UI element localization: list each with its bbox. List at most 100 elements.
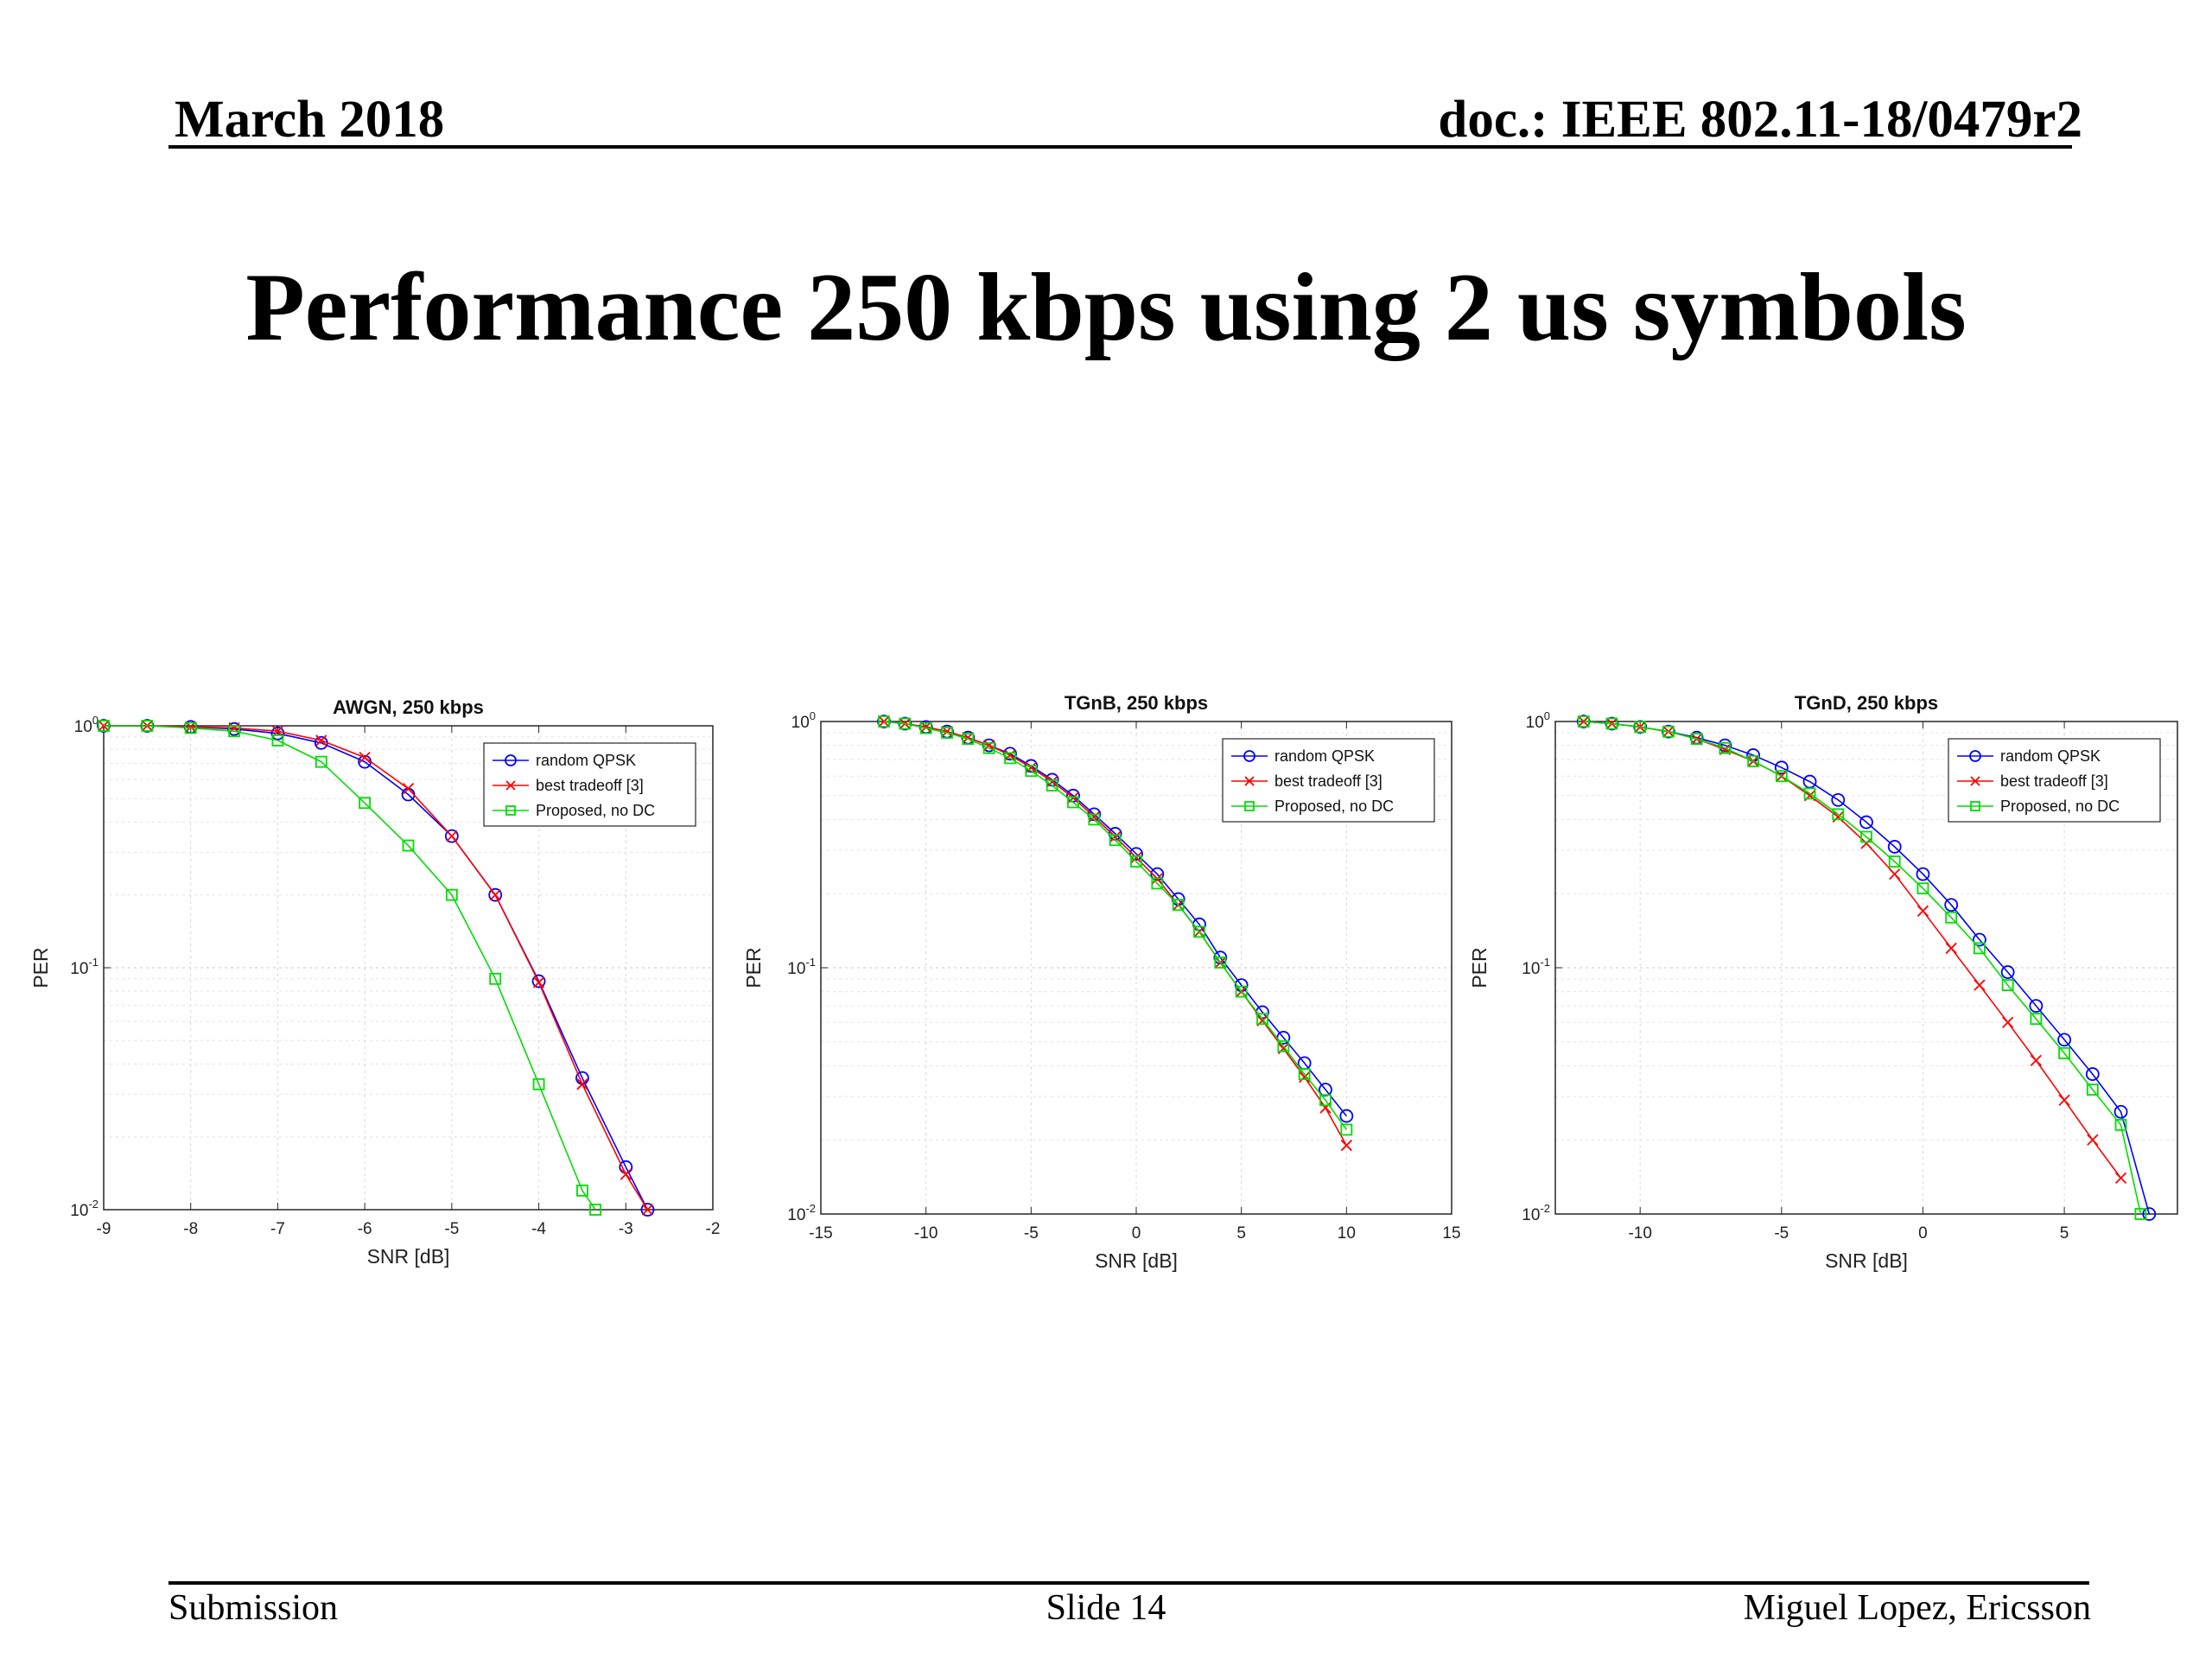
data-point-circle [2057,1033,2071,1047]
data-point-square [576,1184,588,1197]
data-point-square [2114,1119,2127,1131]
data-point-square [1974,942,1986,955]
x-tick-label: -9 [97,1220,111,1238]
legend-label: random QPSK [2000,747,2101,765]
x-tick-label: 5 [2060,1224,2069,1243]
data-point-circle [2000,965,2015,979]
series-line [104,725,596,1211]
data-point-x [641,1204,654,1216]
data-point-circle [640,1203,655,1217]
data-point-circle [2029,999,2044,1014]
legend-marker [1970,801,1980,811]
x-tick-label: -8 [183,1220,198,1238]
data-point-square [1298,1068,1311,1080]
header-date: March 2018 [175,91,445,149]
legend-marker [1244,801,1255,811]
data-point-x [1046,775,1058,788]
data-point-square [1109,834,1122,847]
series-line [883,721,1347,1130]
data-point-square [98,720,110,732]
data-point-square [1340,1123,1353,1136]
data-point-circle [1944,898,1959,912]
data-point-square [2058,1046,2070,1059]
data-point-square [271,734,284,747]
data-point-x [1916,905,1929,917]
data-point-square [962,733,975,746]
series-line [1583,721,2142,1215]
y-tick-label: 10-1 [70,956,99,978]
y-tick-label: 100 [791,709,816,732]
legend: random QPSK best tradeoff [3] Proposed, no… [1948,738,2161,823]
x-tick-label: -5 [1774,1224,1789,1243]
data-point-square [228,725,240,738]
y-axis-label: PER [29,947,52,988]
data-point-square [141,720,154,732]
data-point-square [1004,752,1016,765]
data-point-square [1088,813,1101,826]
data-point-square [1577,715,1590,728]
data-point-square [1775,770,1788,783]
data-point-circle [2142,1207,2157,1221]
data-point-circle [1973,932,1986,947]
chart-title: AWGN, 250 kbps [333,696,484,718]
data-point-x [983,739,995,752]
chart-awgn: -9 -8 -7 -6 -5 -4 -3 -2 100 10-1 10-2 AWGN, 250 kbp… [29,696,720,1268]
legend-marker [1243,750,1255,762]
data-point-x [489,889,501,901]
x-tick-label: -6 [358,1220,372,1238]
data-point-x [446,830,458,842]
data-point-square [1319,1094,1332,1107]
data-point-x [1025,761,1037,773]
data-point-x [1974,979,1986,991]
data-point-square [402,839,415,852]
data-point-x [1832,810,1844,823]
y-axis-label: PER [742,947,765,988]
x-axis-label: SNR [dB] [1825,1249,1908,1272]
data-point-x [576,1078,588,1090]
legend: random QPSK best tradeoff [3] Proposed, no… [483,742,696,827]
data-point-square [1916,882,1929,895]
y-tick-label: 100 [74,714,99,736]
data-point-square [1605,717,1618,730]
series-line [104,725,649,1211]
data-point-square [2001,979,2014,992]
data-point-circle [1774,760,1789,775]
data-point-square [2086,1084,2099,1096]
footer-submission: Submission [168,1588,339,1628]
footer-slide-number: Slide 14 [1046,1588,1166,1628]
data-point-circle [1150,867,1165,881]
data-point-square [1151,877,1164,890]
series-square [878,715,1353,1136]
data-point-square [982,741,995,754]
data-point-square [1747,755,1759,767]
data-point-square [1130,855,1142,868]
data-point-square [1634,721,1647,734]
series-square [1577,715,2147,1220]
legend-marker [505,780,516,791]
data-point-square [1067,796,1079,809]
legend-label: Proposed, no DC [536,802,655,819]
data-point-circle [531,974,546,988]
y-tick-label: 10-2 [787,1202,816,1224]
x-tick-label: 10 [1338,1224,1356,1243]
data-point-square [1662,725,1675,738]
grid [103,726,714,1211]
data-point-x [1340,1139,1352,1152]
y-tick-label: 10-2 [1522,1202,1550,1224]
data-point-square [359,797,372,810]
x-tick-label: -4 [531,1220,546,1238]
data-point-square [315,755,327,768]
y-tick-label: 100 [1526,709,1550,732]
legend-box [1948,738,2161,823]
legend-label: random QPSK [1274,747,1375,765]
data-point-square [1172,899,1185,912]
data-point-x [1130,851,1142,864]
x-tick-label: -10 [1628,1224,1651,1243]
legend-label: Proposed, no DC [1274,798,1394,815]
data-point-x [1004,749,1016,761]
data-point-square [1235,985,1248,998]
legend-label: best tradeoff [3] [1274,772,1382,790]
data-point-square [1277,1039,1290,1052]
data-point-square [899,717,912,730]
series-x [98,720,654,1216]
